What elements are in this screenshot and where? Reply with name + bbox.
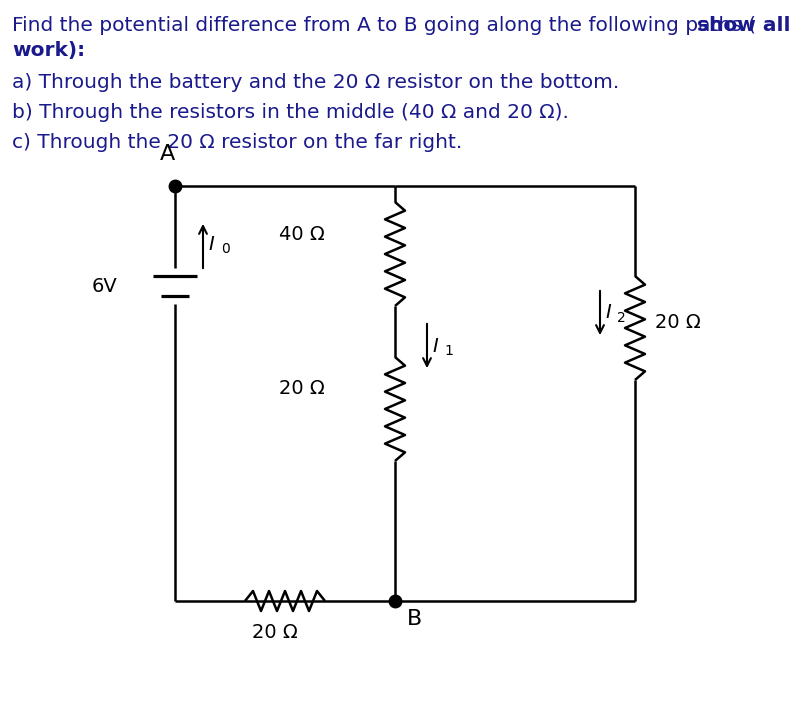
Text: c) Through the 20 Ω resistor on the far right.: c) Through the 20 Ω resistor on the far … — [12, 133, 462, 152]
Text: a) Through the battery and the 20 Ω resistor on the bottom.: a) Through the battery and the 20 Ω resi… — [12, 73, 618, 92]
Text: 6V: 6V — [91, 276, 117, 296]
Text: A: A — [159, 144, 174, 164]
Text: work):: work): — [12, 41, 85, 60]
Text: Find the potential difference from A to B going along the following paths (: Find the potential difference from A to … — [12, 16, 755, 35]
Text: I: I — [431, 337, 437, 356]
Text: 20 Ω: 20 Ω — [279, 379, 324, 399]
Text: 20 Ω: 20 Ω — [252, 623, 297, 642]
Text: 40 Ω: 40 Ω — [279, 225, 324, 243]
Text: I: I — [604, 304, 610, 322]
Text: B: B — [406, 609, 422, 629]
Text: I: I — [208, 235, 214, 253]
Text: show all: show all — [696, 16, 789, 35]
Text: 20 Ω: 20 Ω — [654, 314, 700, 332]
Text: 2: 2 — [616, 311, 625, 325]
Text: 1: 1 — [443, 344, 452, 358]
Text: b) Through the resistors in the middle (40 Ω and 20 Ω).: b) Through the resistors in the middle (… — [12, 103, 569, 122]
Text: 0: 0 — [221, 242, 230, 256]
